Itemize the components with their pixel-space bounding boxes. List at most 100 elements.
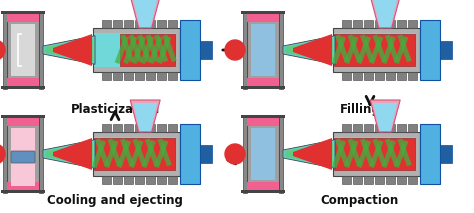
Bar: [360, 34, 374, 62]
Bar: [157, 176, 166, 184]
Bar: [420, 20, 440, 80]
Bar: [135, 72, 144, 80]
Bar: [386, 124, 395, 132]
Bar: [135, 20, 144, 28]
Bar: [102, 176, 111, 184]
Bar: [142, 140, 156, 168]
Bar: [342, 20, 351, 28]
Bar: [335, 34, 349, 62]
Polygon shape: [285, 39, 333, 61]
Bar: [133, 138, 147, 166]
Bar: [247, 78, 279, 86]
Bar: [334, 34, 415, 66]
Bar: [353, 176, 362, 184]
Bar: [168, 124, 177, 132]
Bar: [1, 86, 45, 89]
Text: Cooling and ejecting: Cooling and ejecting: [47, 194, 183, 207]
Bar: [113, 20, 122, 28]
Bar: [157, 138, 172, 166]
Bar: [145, 138, 159, 166]
Bar: [123, 36, 137, 64]
Bar: [168, 20, 177, 28]
Bar: [353, 20, 362, 28]
Bar: [1, 190, 45, 193]
Bar: [117, 140, 131, 168]
Bar: [334, 137, 415, 171]
Bar: [344, 36, 358, 64]
Polygon shape: [133, 0, 157, 27]
Bar: [120, 34, 134, 62]
Bar: [168, 72, 177, 80]
Bar: [129, 140, 144, 168]
Bar: [92, 140, 106, 168]
Polygon shape: [53, 34, 92, 66]
Polygon shape: [43, 36, 95, 64]
Bar: [146, 124, 155, 132]
Bar: [157, 124, 166, 132]
Bar: [241, 86, 285, 89]
Bar: [394, 36, 409, 64]
Bar: [148, 36, 163, 64]
Bar: [7, 14, 39, 86]
Bar: [140, 36, 155, 64]
Bar: [440, 145, 452, 163]
Polygon shape: [370, 0, 400, 28]
Bar: [157, 20, 166, 28]
Bar: [394, 140, 409, 168]
Bar: [93, 132, 180, 176]
Bar: [137, 34, 151, 62]
Bar: [168, 176, 177, 184]
Bar: [369, 140, 383, 168]
Bar: [382, 140, 396, 168]
Bar: [135, 124, 144, 132]
Polygon shape: [373, 103, 397, 131]
Polygon shape: [133, 103, 157, 131]
Bar: [146, 34, 160, 62]
Bar: [357, 36, 371, 64]
Bar: [3, 115, 7, 193]
Polygon shape: [43, 140, 95, 168]
Bar: [397, 72, 406, 80]
Circle shape: [0, 40, 5, 60]
Bar: [364, 176, 373, 184]
Polygon shape: [53, 138, 92, 170]
Bar: [386, 72, 395, 80]
Bar: [7, 78, 39, 86]
Bar: [364, 20, 373, 28]
Bar: [115, 36, 129, 64]
Bar: [135, 176, 144, 184]
Text: Compaction: Compaction: [321, 194, 399, 207]
Bar: [113, 124, 122, 132]
Bar: [344, 140, 358, 168]
Bar: [132, 36, 146, 64]
Bar: [397, 20, 406, 28]
Bar: [241, 115, 285, 118]
Bar: [113, 176, 122, 184]
Bar: [397, 176, 406, 184]
Bar: [335, 138, 349, 166]
Bar: [279, 115, 283, 193]
Polygon shape: [283, 36, 335, 64]
Bar: [385, 34, 399, 62]
Bar: [334, 33, 415, 67]
Bar: [120, 138, 134, 166]
Bar: [3, 11, 7, 89]
Circle shape: [225, 40, 245, 60]
Bar: [333, 28, 420, 72]
Bar: [128, 34, 143, 62]
Bar: [397, 124, 406, 132]
Bar: [7, 118, 39, 126]
Bar: [332, 140, 346, 168]
Bar: [364, 124, 373, 132]
Bar: [11, 24, 35, 76]
Bar: [102, 124, 111, 132]
Bar: [243, 11, 247, 89]
Bar: [382, 36, 396, 64]
Bar: [1, 115, 45, 118]
Polygon shape: [130, 100, 160, 132]
Bar: [373, 34, 387, 62]
Bar: [102, 20, 111, 28]
Bar: [364, 72, 373, 80]
FancyBboxPatch shape: [11, 151, 35, 163]
Bar: [200, 41, 212, 59]
